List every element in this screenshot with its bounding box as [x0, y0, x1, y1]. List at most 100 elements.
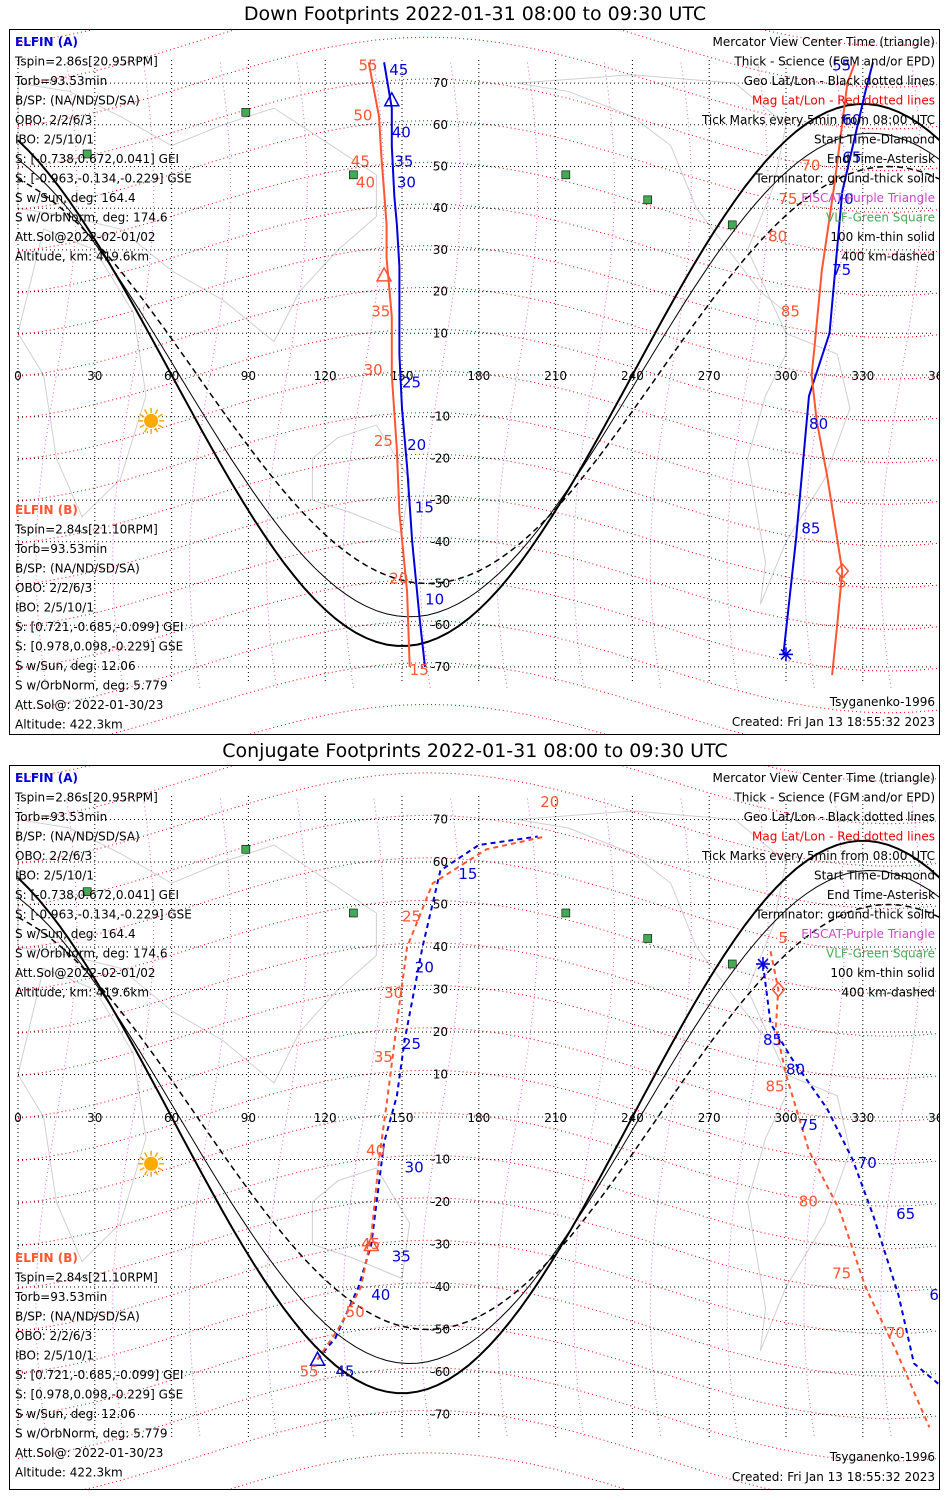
y-tick-label: 70	[433, 76, 448, 90]
elfin-a-info-line: IBO: 2/5/10/1	[15, 133, 94, 147]
sun-ray	[143, 1170, 148, 1176]
legend-item: 100 km-thin solid	[830, 966, 935, 980]
elfin-b-info-line: Att.Sol@: 2022-01-30/23	[15, 698, 163, 712]
x-tick-label: 210	[544, 1111, 567, 1125]
center-time-triangle	[383, 91, 401, 107]
elfin-b-info-line: Altitude: 422.3km	[15, 1466, 123, 1480]
y-tick-label: -30	[431, 493, 451, 507]
panel-title-down: Down Footprints 2022-01-31 08:00 to 09:3…	[243, 3, 707, 25]
curve-100-km	[17, 132, 940, 618]
y-tick-label: 10	[433, 326, 448, 340]
y-tick-label: -60	[431, 618, 451, 632]
vlf-site-marker	[643, 934, 653, 943]
mag-parallel	[193, 1452, 662, 1500]
track-north-elfin-b-	[810, 61, 857, 676]
legend-item: 400 km-dashed	[841, 986, 935, 1000]
mag-meridian	[188, 62, 232, 688]
mag-parallel	[17, 899, 940, 995]
elfin-b-info-line: S w/Sun, deg: 12.06	[15, 659, 136, 673]
x-tick-label: 0	[14, 369, 22, 383]
track-tick-label: 35	[374, 1048, 393, 1066]
legend-item: 100 km-thin solid	[830, 230, 935, 244]
mag-meridian	[803, 62, 846, 688]
y-tick-label: 20	[433, 1025, 448, 1039]
track-tick-label: 65	[842, 148, 861, 166]
x-tick-label: 90	[241, 369, 256, 383]
x-tick-label: 0	[14, 1111, 22, 1125]
elfin-b-info-line: S w/Sun, deg: 12.06	[15, 1407, 136, 1421]
legend-item: Tick Marks every 5min from 08:00 UTC	[701, 113, 935, 127]
coastline-shape	[17, 818, 377, 1084]
elfin-a-info-line: Att.Sol@2022-02-01/02	[15, 966, 156, 980]
elfin-a-info-line: S: [-0.963,-0.134,-0.229] GSE	[15, 908, 192, 922]
y-tick-label: 60	[433, 118, 448, 132]
mag-parallel	[17, 857, 940, 952]
elfin-a-label: ELFIN (A)	[15, 35, 78, 49]
track-tick-label: 5	[778, 929, 788, 947]
elfin-a-info-line: S: [-0.738,0.672,0.041] GEI	[15, 152, 179, 166]
elfin-a-info-line: Torb=93.53min	[14, 74, 107, 88]
y-tick-label: -60	[431, 1365, 451, 1379]
mag-parallel	[17, 984, 940, 1080]
mag-meridian	[35, 62, 78, 688]
elfin-b-info-line: B/SP: (NA/ND/SD/SA)	[15, 562, 140, 576]
elfin-b-info-line: S: [0.978,0.098,-0.229] GSE	[15, 1388, 183, 1402]
track-tick-label: 80	[809, 415, 828, 433]
y-tick-label: 40	[433, 940, 448, 954]
mag-parallel	[17, 1112, 940, 1207]
sun-ray	[157, 424, 163, 429]
mag-meridian	[265, 62, 308, 688]
x-tick-label: 270	[698, 1111, 721, 1125]
mag-meridian	[419, 798, 462, 1436]
coastline-shape	[17, 967, 147, 1263]
track-north-elfin-a-	[782, 62, 874, 655]
elfin-b-info-line: OBO: 2/2/6/3	[15, 581, 92, 595]
legend-item: 400 km-dashed	[841, 250, 935, 264]
start-time-diamond	[771, 981, 786, 998]
mag-parallel	[17, 1197, 940, 1292]
mag-meridian	[265, 798, 308, 1436]
track-elfin-b-	[316, 835, 546, 1360]
mag-parallel	[17, 772, 940, 867]
curve-terminator	[17, 839, 941, 1395]
vlf-site-marker	[241, 107, 251, 117]
track-tick-label: 75	[832, 261, 851, 279]
track-tick-label: 15	[410, 661, 429, 679]
elfin-b-info-line: IBO: 2/5/10/1	[15, 601, 94, 615]
track-tick-label: 10	[425, 590, 444, 608]
center-time-triangle	[363, 1235, 380, 1252]
legend-item: Thick - Science (FGM and/or EPD)	[733, 791, 935, 805]
coastline-shape	[311, 1167, 411, 1280]
sun-ray	[154, 1152, 159, 1158]
track-tick-label: 30	[397, 173, 416, 191]
elfin-b-info-line: S: [0.978,0.098,-0.229] GSE	[15, 640, 183, 654]
sun-ray	[139, 1167, 145, 1171]
mag-meridian	[726, 62, 769, 688]
panel-title-conjugate: Conjugate Footprints 2022-01-31 08:00 to…	[222, 740, 728, 762]
model-label: Tsyganenko-1996	[829, 1450, 935, 1464]
map-chart-down: 0306090120150180210240270300330360706050…	[14, 0, 950, 797]
elfin-b-info-line: Tspin=2.84s[21.10RPM]	[14, 523, 158, 537]
track-tick-label: 80	[768, 228, 787, 246]
y-tick-label: -20	[431, 451, 451, 465]
track-tick-label: 60	[929, 1286, 939, 1304]
y-tick-label: 40	[433, 201, 448, 215]
elfin-a-info-line: B/SP: (NA/ND/SD/SA)	[15, 94, 140, 108]
vlf-site-marker	[82, 149, 92, 159]
track-elfin-a-	[383, 62, 426, 668]
elfin-a-info-line: S: [-0.738,0.672,0.041] GEI	[15, 888, 179, 902]
legend-item: Geo Lat/Lon - Black dotted lines	[744, 74, 935, 88]
track-tick-label: 25	[402, 1035, 421, 1053]
mag-meridian	[726, 798, 769, 1436]
mag-parallel	[17, 1324, 940, 1420]
mag-parallel	[17, 1154, 940, 1250]
elfin-b-info-line: B/SP: (NA/ND/SD/SA)	[15, 1310, 140, 1324]
legend-item: Mag Lat/Lon - Red dotted lines	[752, 94, 935, 108]
y-tick-label: -40	[431, 535, 451, 549]
track-tick-label: 45	[335, 1362, 354, 1380]
legend-item: Start Time-Diamond	[814, 133, 935, 147]
sun-icon	[144, 1156, 159, 1171]
legend-item: Mag Lat/Lon - Red dotted lines	[752, 830, 935, 844]
track-elfin-b-	[367, 62, 411, 667]
elfin-a-info-line: Altitude, km: 419.6km	[15, 986, 149, 1000]
